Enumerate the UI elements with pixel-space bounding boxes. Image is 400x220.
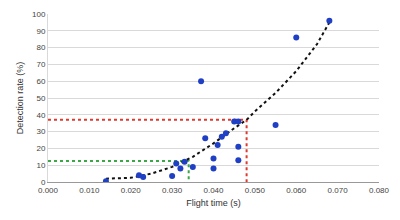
svg-text:0.080: 0.080 [369, 186, 390, 195]
svg-text:60: 60 [36, 77, 45, 86]
svg-text:0.020: 0.020 [121, 186, 142, 195]
svg-text:0: 0 [41, 178, 46, 187]
svg-text:0.000: 0.000 [38, 186, 59, 195]
svg-text:0.070: 0.070 [328, 186, 349, 195]
svg-text:100: 100 [32, 10, 46, 19]
svg-text:Detection rate (%): Detection rate (%) [15, 62, 25, 135]
svg-text:0.050: 0.050 [245, 186, 266, 195]
svg-text:0.040: 0.040 [203, 186, 224, 195]
svg-text:30: 30 [36, 127, 45, 136]
svg-text:10: 10 [36, 161, 45, 170]
svg-text:70: 70 [36, 60, 45, 69]
svg-text:40: 40 [36, 111, 45, 120]
svg-text:20: 20 [36, 144, 45, 153]
svg-text:80: 80 [36, 43, 45, 52]
svg-text:0.060: 0.060 [286, 186, 307, 195]
svg-text:50: 50 [36, 94, 45, 103]
svg-text:90: 90 [36, 27, 45, 36]
svg-text:0.010: 0.010 [79, 186, 100, 195]
svg-text:0.030: 0.030 [162, 186, 183, 195]
svg-text:Flight time (s): Flight time (s) [186, 198, 241, 208]
